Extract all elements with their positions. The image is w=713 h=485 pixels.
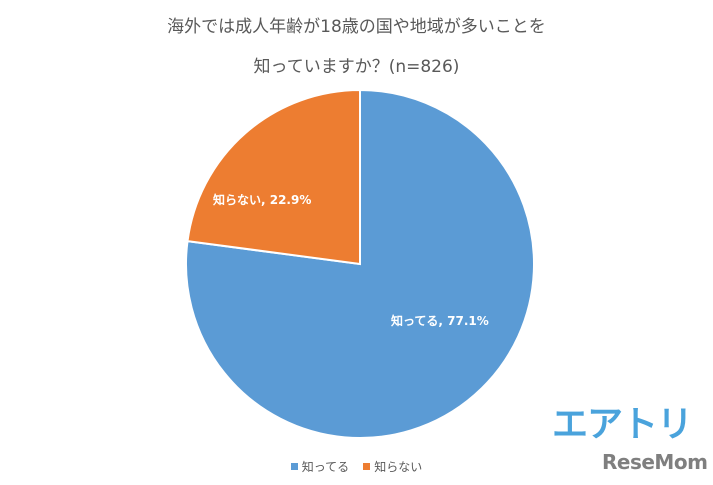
- pie-slice-1: [186, 88, 361, 266]
- legend-swatch-orange-icon: [363, 463, 371, 470]
- chart-legend: 知ってる 知らない: [0, 458, 713, 475]
- chart-title-line-1: 海外では成人年齢が18歳の国や地域が多いことを: [167, 17, 546, 37]
- legend-swatch-blue-icon: [290, 463, 298, 470]
- legend-label-dont-know: 知らない: [374, 460, 423, 474]
- legend-item-dont-know: 知らない: [363, 458, 422, 475]
- data-label-know: 知ってる, 77.1%: [391, 314, 489, 328]
- legend-item-know: 知ってる: [290, 458, 350, 475]
- chart-title-line-2: 知っていますか？(n=826): [253, 57, 460, 77]
- legend-label-know: 知ってる: [301, 460, 350, 474]
- airtrip-logo: エアトリ: [552, 404, 693, 445]
- resemom-logo: ReseMom: [602, 450, 708, 474]
- data-label-dont-know: 知らない, 22.9%: [213, 193, 312, 207]
